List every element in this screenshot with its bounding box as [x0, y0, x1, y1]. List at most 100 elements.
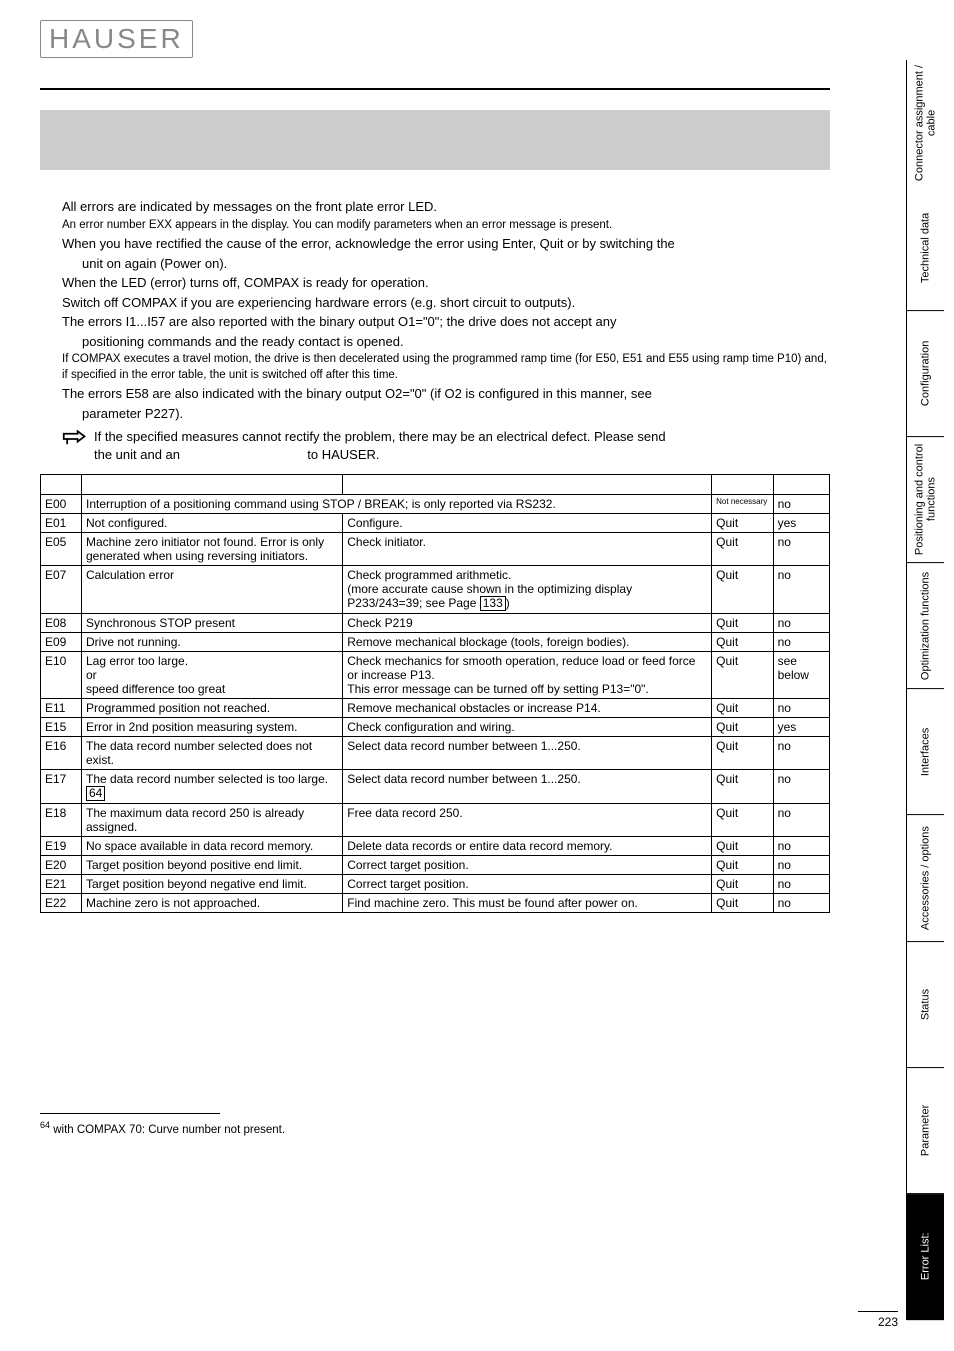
table-row: E18The maximum data record 250 is alread… — [41, 803, 830, 836]
cell-hw: seebelow — [773, 651, 829, 698]
cell-quit: Quit — [712, 651, 773, 698]
brand-logo: HAUSER — [40, 20, 193, 58]
cell-cause: Calculation error — [81, 565, 342, 613]
cell-cause: Target position beyond positive end limi… — [81, 855, 342, 874]
side-tab[interactable]: Error List: — [907, 1194, 944, 1320]
table-row: E20Target position beyond positive end l… — [41, 855, 830, 874]
footnote-rule — [40, 1113, 220, 1114]
cell-hw: no — [773, 836, 829, 855]
table-row: E16The data record number selected does … — [41, 736, 830, 769]
cell-quit: Quit — [712, 532, 773, 565]
cell-code: E07 — [41, 565, 82, 613]
cell-quit: Quit — [712, 769, 773, 803]
intro-line: If COMPAX executes a travel motion, the … — [62, 352, 830, 383]
cell-measure: Check mechanics for smooth operation, re… — [343, 651, 712, 698]
cell-hw: no — [773, 532, 829, 565]
cell-cause: Not configured. — [81, 513, 342, 532]
main-content: HAUSER All errors are indicated by messa… — [40, 20, 830, 1136]
cell-code: E05 — [41, 532, 82, 565]
intro-line: The errors E58 are also indicated with t… — [62, 385, 830, 403]
cell-quit: Quit — [712, 803, 773, 836]
cell-hw: no — [773, 803, 829, 836]
cell-hw: no — [773, 494, 829, 513]
cell-quit: Quit — [712, 893, 773, 912]
cell-hw: no — [773, 736, 829, 769]
cell-hw: no — [773, 855, 829, 874]
cell-code: E18 — [41, 803, 82, 836]
cell-code: E11 — [41, 698, 82, 717]
intro-line: Switch off COMPAX if you are experiencin… — [62, 294, 830, 312]
col-header-cause — [81, 474, 342, 494]
table-row: E19No space available in data record mem… — [41, 836, 830, 855]
cell-quit: Quit — [712, 698, 773, 717]
intro-block: All errors are indicated by messages on … — [40, 198, 830, 464]
cell-measure: Find machine zero. This must be found af… — [343, 893, 712, 912]
cell-measure: Select data record number between 1...25… — [343, 736, 712, 769]
cell-quit: Quit — [712, 513, 773, 532]
cell-quit: Quit — [712, 613, 773, 632]
side-tab[interactable]: Connector assignment / cable — [907, 60, 944, 185]
cell-quit: Quit — [712, 565, 773, 613]
table-row: E10Lag error too large.orspeed differenc… — [41, 651, 830, 698]
side-tab[interactable]: Status — [907, 942, 944, 1068]
cell-measure: Check P219 — [343, 613, 712, 632]
cell-measure: Free data record 250. — [343, 803, 712, 836]
cell-code: E09 — [41, 632, 82, 651]
cell-measure: Select data record number between 1...25… — [343, 769, 712, 803]
cell-code: E17 — [41, 769, 82, 803]
intro-line: unit on again (Power on). — [62, 255, 830, 273]
cell-quit: Quit — [712, 717, 773, 736]
side-tab[interactable]: Technical data — [907, 185, 944, 311]
col-header-measure — [343, 474, 712, 494]
cell-code: E21 — [41, 874, 82, 893]
cell-cause: Programmed position not reached. — [81, 698, 342, 717]
side-tab[interactable]: Parameter — [907, 1068, 944, 1194]
side-tab[interactable]: Optimization functions — [907, 563, 944, 689]
col-header-code — [41, 474, 82, 494]
cell-code: E10 — [41, 651, 82, 698]
cell-quit: Quit — [712, 836, 773, 855]
intro-line: An error number EXX appears in the displ… — [62, 218, 830, 234]
note-arrow-icon — [62, 430, 88, 451]
table-row: E08Synchronous STOP presentCheck P219Qui… — [41, 613, 830, 632]
table-row: E15Error in 2nd position measuring syste… — [41, 717, 830, 736]
cell-quit: Quit — [712, 855, 773, 874]
side-tab[interactable]: Configuration — [907, 311, 944, 437]
table-row: E01Not configured.Configure.Quityes — [41, 513, 830, 532]
cell-hw: no — [773, 769, 829, 803]
cell-hw: no — [773, 613, 829, 632]
side-tab[interactable]: Accessories / options — [907, 816, 944, 942]
cell-cause: Target position beyond negative end limi… — [81, 874, 342, 893]
side-tab[interactable]: Positioning and control functions — [907, 437, 944, 563]
intro-line: positioning commands and the ready conta… — [62, 333, 830, 351]
cell-cause: Drive not running. — [81, 632, 342, 651]
cell-measure: Correct target position. — [343, 874, 712, 893]
cell-hw: yes — [773, 717, 829, 736]
cell-cause: Synchronous STOP present — [81, 613, 342, 632]
col-header-quit — [712, 474, 773, 494]
intro-line: When the LED (error) turns off, COMPAX i… — [62, 274, 830, 292]
cell-hw: no — [773, 893, 829, 912]
table-row: E17The data record number selected is to… — [41, 769, 830, 803]
intro-line: The errors I1...I57 are also reported wi… — [62, 313, 830, 331]
cell-cause: The data record number selected is too l… — [81, 769, 342, 803]
note-row: If the specified measures cannot rectify… — [62, 428, 830, 463]
col-header-hw — [773, 474, 829, 494]
side-tab[interactable]: Interfaces — [907, 689, 944, 815]
table-row: E00Interruption of a positioning command… — [41, 494, 830, 513]
table-row: E07Calculation errorCheck programmed ari… — [41, 565, 830, 613]
error-table: E00Interruption of a positioning command… — [40, 474, 830, 913]
cell-quit: Quit — [712, 632, 773, 651]
footnote: 64 with COMPAX 70: Curve number not pres… — [40, 1120, 830, 1136]
cell-code: E16 — [41, 736, 82, 769]
footnote-ref: 64 — [86, 786, 105, 801]
cell-hw: no — [773, 698, 829, 717]
cell-cause: Machine zero initiator not found. Error … — [81, 532, 342, 565]
cell-measure: Remove mechanical obstacles or increase … — [343, 698, 712, 717]
cell-quit: Quit — [712, 874, 773, 893]
cell-code: E15 — [41, 717, 82, 736]
table-header-row — [41, 474, 830, 494]
table-row: E21Target position beyond negative end l… — [41, 874, 830, 893]
intro-line: parameter P227). — [62, 405, 830, 423]
cell-code: E00 — [41, 494, 82, 513]
